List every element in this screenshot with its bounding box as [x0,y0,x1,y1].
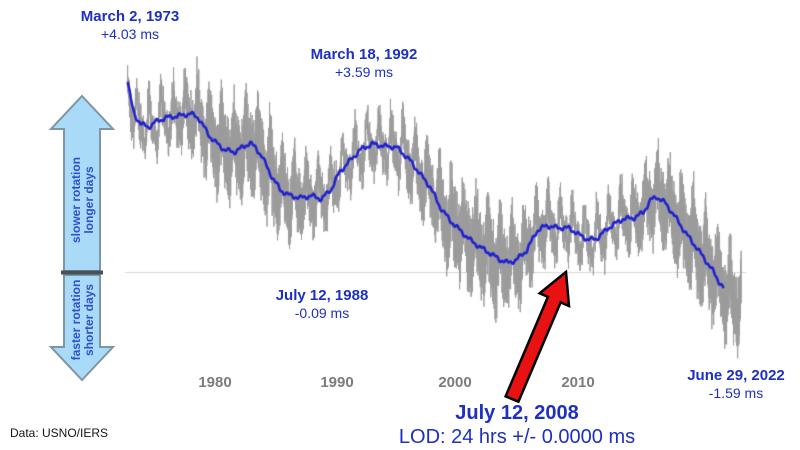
annotation-1992-date: March 18, 1992 [310,46,418,63]
slower-rotation-line2: longer days [82,166,96,234]
x-tick-1980: 1980 [198,374,232,391]
annotation-2022: June 29, 2022 -1.59 ms [687,367,785,402]
annotation-2022-value: -1.59 ms [708,385,764,401]
rotation-direction-arrow [48,94,116,382]
x-tick-2000: 2000 [438,374,472,391]
x-tick-2010: 2010 [561,374,595,391]
slower-rotation-label: slower rotation longer days [69,157,96,243]
x-tick-1990: 1990 [320,374,354,391]
annotation-2022-date: June 29, 2022 [687,367,785,384]
annotation-1992-value: +3.59 ms [335,64,393,80]
annotation-1988-date: July 12, 1988 [275,287,369,304]
annotation-1988: July 12, 1988 -0.09 ms [276,287,369,322]
annotation-1988-value: -0.09 ms [294,305,350,321]
down-arrow-icon [48,274,116,382]
annotation-2008-date: July 12, 2008 [455,402,579,424]
annotation-2008: July 12, 2008 LOD: 24 hrs +/- 0.0000 ms [399,401,635,449]
faster-rotation-label: faster rotation shorter days [69,280,96,361]
annotation-1973: March 2, 1973 +4.03 ms [81,8,179,43]
annotation-1973-date: March 2, 1973 [80,8,180,25]
red-callout-arrow [503,269,571,404]
annotation-1992: March 18, 1992 +3.59 ms [311,46,418,81]
data-credit: Data: USNO/IERS [10,426,109,440]
annotation-1973-value: +4.03 ms [101,26,159,42]
red-arrow-icon [503,269,571,404]
annotation-2008-value: LOD: 24 hrs +/- 0.0000 ms [398,426,636,448]
faster-rotation-line2: shorter days [82,283,96,357]
